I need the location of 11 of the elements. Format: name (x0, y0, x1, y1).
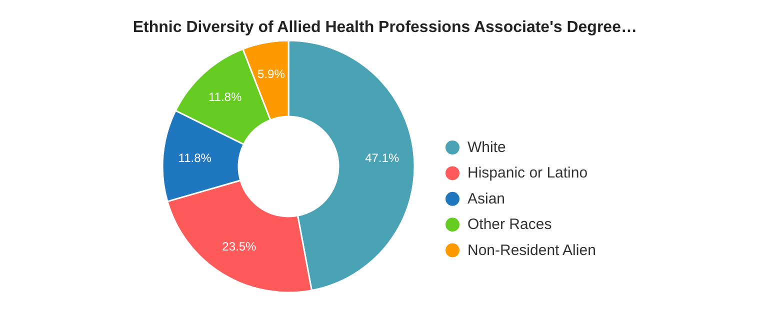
data-label: 23.5% (222, 240, 257, 254)
data-label: 47.1% (365, 150, 400, 165)
data-label: 5.9% (258, 67, 286, 82)
data-label: 11.8% (178, 151, 212, 166)
chart-title: Ethnic Diversity of Allied Health Professions Associate's Degree… (132, 19, 637, 36)
legend-label: White (468, 139, 506, 156)
legend-label: Asian (468, 190, 506, 208)
legend-label: Hispanic or Latino (468, 164, 588, 182)
data-label: 11.8% (208, 90, 242, 104)
legend-label: Other Races (468, 216, 552, 234)
legend-label: Non-Resident Alien (468, 242, 596, 259)
